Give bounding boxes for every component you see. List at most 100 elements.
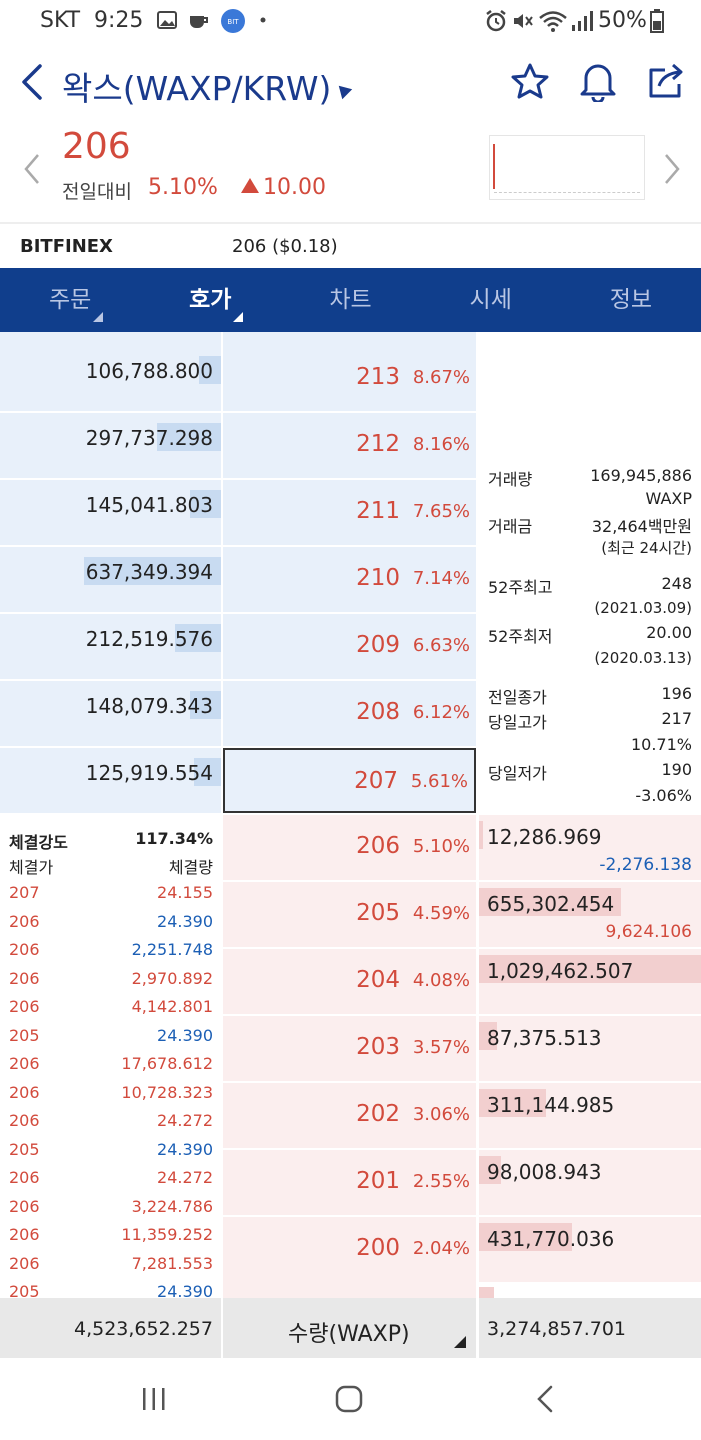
volume-unit: WAXP bbox=[645, 489, 693, 508]
ask-percent: 6.12% bbox=[412, 702, 470, 723]
trade-qty: 24.272 bbox=[157, 1168, 213, 1187]
exchange-name: BITFINEX bbox=[20, 236, 113, 257]
bid-price-cell[interactable]: 203 3.57% bbox=[223, 1016, 476, 1081]
trade-qty: 24.390 bbox=[157, 1025, 213, 1045]
bid-depth-bar bbox=[479, 1223, 573, 1251]
day-low-pct: -3.06% bbox=[635, 786, 692, 805]
bid-qty-cell: 98,008.943 bbox=[479, 1150, 701, 1215]
bid-qty-cell: 1,029,462.507 bbox=[479, 949, 701, 1014]
trade-qty-header: 체결량 bbox=[168, 858, 213, 877]
bid-qty-cell: 87,375.513 bbox=[479, 1016, 701, 1081]
trade-row: 207 24.155 bbox=[0, 879, 221, 907]
trade-row: 206 24.390 bbox=[0, 908, 221, 936]
bid-price-cell[interactable]: 202 3.06% bbox=[223, 1083, 476, 1148]
page-title[interactable]: 왁스(WAXP/KRW) bbox=[62, 69, 332, 108]
ask-price: 211 bbox=[356, 498, 400, 524]
wifi-icon bbox=[539, 11, 567, 32]
bid-qty-change: -2,276.138 bbox=[599, 855, 692, 875]
ask-qty-cell: 637,349.394 bbox=[0, 547, 221, 612]
tab-label: 시세 bbox=[469, 287, 512, 313]
tab-chart[interactable]: 차트 bbox=[280, 268, 420, 332]
ask-depth-bar bbox=[198, 356, 221, 384]
trade-price: 207 bbox=[9, 883, 40, 902]
ask-price-cell[interactable]: 207 5.61% bbox=[223, 748, 476, 813]
ask-price-cell[interactable]: 209 6.63% bbox=[223, 614, 476, 679]
high52-date: (2021.03.09) bbox=[594, 599, 692, 617]
high52-label: 52주최고 bbox=[488, 578, 553, 597]
trade-row: 206 24.272 bbox=[0, 1107, 221, 1135]
trade-price: 206 bbox=[9, 1082, 40, 1102]
ask-total: 4,523,652.257 bbox=[73, 1318, 213, 1340]
ask-qty: 148,079.343 bbox=[85, 694, 213, 718]
trade-row: 206 10,728.323 bbox=[0, 1079, 221, 1107]
ask-price: 209 bbox=[356, 632, 400, 658]
bid-price-cell[interactable]: 200 2.04% bbox=[223, 1217, 476, 1282]
share-icon[interactable] bbox=[645, 60, 687, 102]
bid-price: 203 bbox=[356, 1034, 400, 1060]
trade-qty: 2,970.892 bbox=[131, 968, 213, 988]
next-coin-icon[interactable] bbox=[662, 152, 682, 186]
battery-icon bbox=[650, 9, 664, 33]
trade-price: 206 bbox=[9, 997, 40, 1016]
bid-price-cell[interactable]: 205 4.59% bbox=[223, 882, 476, 947]
bid-depth-bar bbox=[479, 1156, 502, 1184]
ask-qty-cell: 212,519.576 bbox=[0, 614, 221, 679]
trade-row: 206 7,281.553 bbox=[0, 1250, 221, 1278]
trade-qty: 7,281.553 bbox=[131, 1253, 213, 1273]
ask-price-cell[interactable]: 213 8.67% bbox=[223, 346, 476, 411]
tab-order[interactable]: 주문 bbox=[0, 268, 140, 332]
bid-bar-partial bbox=[479, 1287, 494, 1298]
trade-price: 206 bbox=[9, 1111, 40, 1130]
prev-coin-icon[interactable] bbox=[22, 152, 42, 186]
recent-apps-icon[interactable] bbox=[140, 1386, 168, 1412]
trade-qty: 24.390 bbox=[157, 1282, 213, 1301]
trade-price-header: 체결가 bbox=[9, 858, 54, 877]
ask-percent: 7.14% bbox=[412, 568, 470, 589]
back-icon[interactable] bbox=[18, 62, 48, 102]
mini-chart[interactable] bbox=[489, 135, 645, 200]
ask-price-cell[interactable]: 210 7.14% bbox=[223, 547, 476, 612]
trade-price: 205 bbox=[9, 1282, 40, 1301]
trade-row: 206 24.272 bbox=[0, 1164, 221, 1192]
bid-percent: 3.57% bbox=[412, 1037, 470, 1058]
bid-price-cell[interactable]: 204 4.08% bbox=[223, 949, 476, 1014]
ask-price-cell[interactable]: 211 7.65% bbox=[223, 480, 476, 545]
ask-qty: 125,919.554 bbox=[85, 761, 213, 785]
ask-depth-bar bbox=[194, 758, 221, 786]
star-icon[interactable] bbox=[510, 62, 550, 100]
unit-dropdown-icon[interactable] bbox=[454, 1336, 466, 1348]
trade-qty: 24.272 bbox=[157, 1111, 213, 1130]
prev-close-label: 전일종가 bbox=[488, 688, 547, 707]
tab-info[interactable]: 정보 bbox=[561, 268, 701, 332]
home-icon[interactable] bbox=[334, 1384, 364, 1414]
bell-icon[interactable] bbox=[578, 60, 618, 102]
trade-qty: 17,678.612 bbox=[121, 1054, 213, 1073]
divider bbox=[221, 1298, 223, 1358]
trade-qty: 10,728.323 bbox=[121, 1082, 213, 1102]
up-arrow-icon bbox=[241, 178, 259, 193]
title-dropdown-icon[interactable] bbox=[333, 80, 353, 100]
ask-price-cell[interactable]: 208 6.12% bbox=[223, 681, 476, 746]
divider bbox=[476, 1298, 479, 1358]
back-nav-icon[interactable] bbox=[534, 1384, 556, 1414]
ask-price: 210 bbox=[356, 565, 400, 591]
ask-depth-bar bbox=[190, 490, 221, 518]
trade-price: 206 bbox=[9, 968, 40, 988]
trade-price: 205 bbox=[9, 1139, 40, 1159]
bid-qty: 1,029,462.507 bbox=[487, 959, 634, 983]
unit-selector[interactable]: 수량(WAXP) bbox=[288, 1322, 410, 1347]
bid-depth-bar bbox=[479, 821, 483, 849]
ask-price: 213 bbox=[356, 364, 400, 390]
tab-market[interactable]: 시세 bbox=[421, 268, 561, 332]
ask-price-cell[interactable]: 212 8.16% bbox=[223, 413, 476, 478]
bid-price-cell[interactable]: 201 2.55% bbox=[223, 1150, 476, 1215]
bid-price: 202 bbox=[356, 1101, 400, 1127]
bid-price: 200 bbox=[356, 1235, 400, 1261]
bid-depth-bar bbox=[479, 888, 622, 916]
bid-price-cell[interactable]: 206 5.10% bbox=[223, 815, 476, 880]
totals-bar: 4,523,652.257 수량(WAXP) 3,274,857.701 bbox=[0, 1298, 701, 1358]
tab-orderbook[interactable]: 호가 bbox=[140, 268, 280, 332]
market-info-panel: 거래량 169,945,886 WAXP 거래금 32,464백만원 (최근 24시… bbox=[479, 332, 701, 815]
trade-row: 206 11,359.252 bbox=[0, 1221, 221, 1249]
bid-qty: 87,375.513 bbox=[487, 1026, 602, 1050]
